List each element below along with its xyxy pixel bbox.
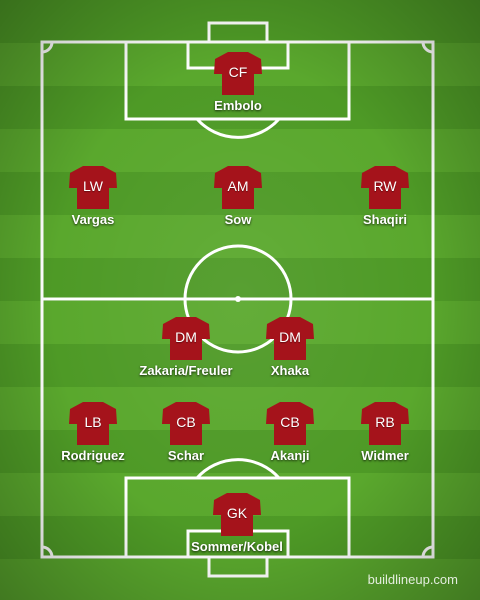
bottom-goal bbox=[207, 555, 269, 578]
player-dm-right[interactable]: DM Xhaka bbox=[220, 315, 360, 380]
position-label: LB bbox=[84, 414, 102, 430]
player-name: Sommer/Kobel bbox=[191, 539, 283, 554]
center-spot bbox=[235, 296, 241, 302]
player-name: Shaqiri bbox=[362, 212, 408, 227]
position-label: DM bbox=[175, 329, 197, 345]
jersey-icon bbox=[162, 317, 210, 360]
jersey-icon bbox=[69, 402, 117, 445]
player-am[interactable]: AM Sow bbox=[168, 164, 308, 229]
position-label: GK bbox=[226, 505, 248, 521]
player-dm-left[interactable]: DM Zakaria/Freuler bbox=[116, 315, 256, 380]
jersey-icon bbox=[266, 317, 314, 360]
jersey-icon bbox=[214, 166, 262, 209]
player-lb[interactable]: LB Rodriguez bbox=[23, 400, 163, 465]
position-label: AM bbox=[227, 178, 249, 194]
player-cb-right[interactable]: CB Akanji bbox=[220, 400, 360, 465]
player-name: Schar bbox=[167, 448, 205, 463]
corner-arc-top-right bbox=[421, 41, 434, 54]
player-name: Widmer bbox=[361, 448, 409, 463]
position-label: CB bbox=[176, 414, 196, 430]
jersey-icon bbox=[361, 402, 409, 445]
jersey-icon bbox=[69, 166, 117, 209]
watermark: buildlineup.com bbox=[367, 572, 458, 587]
position-label: RB bbox=[375, 414, 395, 430]
player-name: Vargas bbox=[71, 212, 115, 227]
player-name: Rodriguez bbox=[61, 448, 125, 463]
player-cb-left[interactable]: CB Schar bbox=[116, 400, 256, 465]
top-penalty-arc bbox=[195, 117, 281, 139]
player-name: Embolo bbox=[214, 98, 262, 113]
position-label: RW bbox=[373, 178, 397, 194]
corner-arc-top-left bbox=[41, 41, 54, 54]
top-goal bbox=[207, 21, 269, 44]
center-circle bbox=[183, 244, 293, 354]
player-name: Zakaria/Freuler bbox=[139, 363, 233, 378]
player-gk[interactable]: GK Sommer/Kobel bbox=[167, 491, 307, 556]
jersey-icon bbox=[213, 493, 261, 536]
jersey-icon bbox=[361, 166, 409, 209]
player-name: Xhaka bbox=[270, 363, 310, 378]
bottom-penalty-arc bbox=[195, 458, 281, 480]
player-rw[interactable]: RW Shaqiri bbox=[315, 164, 455, 229]
position-label: DM bbox=[279, 329, 301, 345]
position-label: CF bbox=[228, 64, 248, 80]
jersey-icon bbox=[162, 402, 210, 445]
player-name: Sow bbox=[224, 212, 252, 227]
corner-arc-bottom-right bbox=[421, 545, 434, 558]
jersey-icon bbox=[266, 402, 314, 445]
player-name: Akanji bbox=[270, 448, 310, 463]
player-lw[interactable]: LW Vargas bbox=[23, 164, 163, 229]
jersey-icon bbox=[214, 52, 262, 95]
position-label: CB bbox=[280, 414, 300, 430]
corner-arc-bottom-left bbox=[41, 545, 54, 558]
player-cf[interactable]: CF Embolo bbox=[168, 50, 308, 115]
position-label: LW bbox=[83, 178, 103, 194]
player-rb[interactable]: RB Widmer bbox=[315, 400, 455, 465]
